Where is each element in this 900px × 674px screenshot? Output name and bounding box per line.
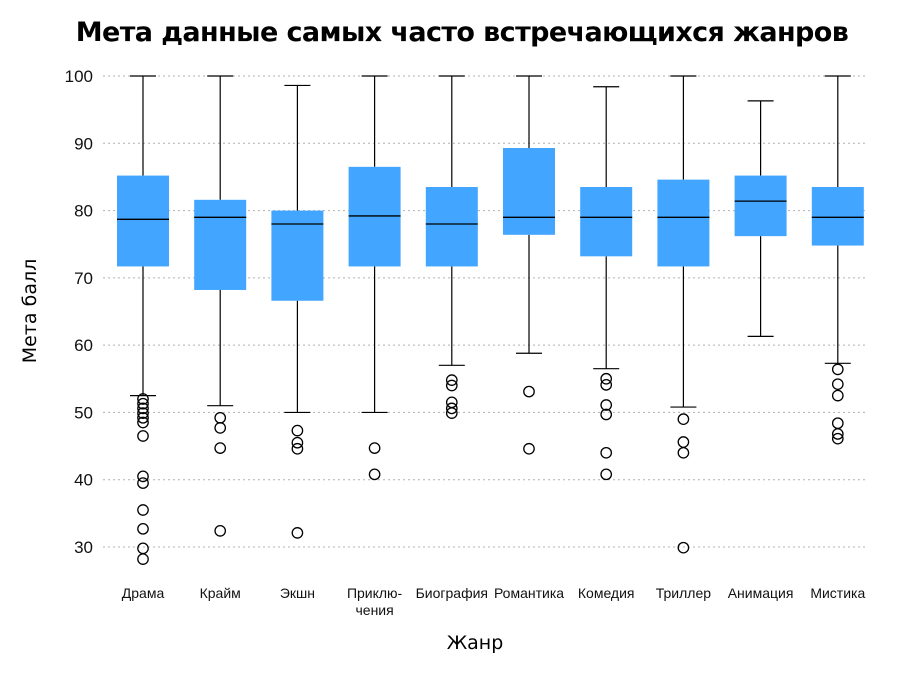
x-tick-label: Биография — [416, 585, 488, 601]
y-tick-label: 90 — [74, 134, 93, 153]
iqr-box — [734, 175, 787, 237]
outlier-point — [445, 374, 458, 386]
outlier-point — [291, 424, 304, 437]
y-tick-label: 100 — [65, 67, 93, 86]
outlier-point — [523, 442, 535, 455]
box-group — [425, 75, 478, 419]
outlier-point — [677, 436, 690, 448]
x-axis-label: Жанр — [447, 632, 504, 654]
outlier-point — [600, 468, 613, 481]
outlier-point — [137, 430, 149, 442]
box-group — [271, 84, 324, 539]
box-group — [734, 100, 787, 337]
box-group — [580, 86, 633, 481]
outlier-point — [368, 468, 381, 481]
x-tick-label: Приклю- — [347, 585, 403, 601]
outlier-point — [523, 385, 535, 398]
outlier-point — [137, 542, 149, 555]
boxes — [117, 75, 864, 565]
outlier-point — [137, 393, 149, 405]
y-axis-ticks: 30 40 50 60 70 80 90 100 — [65, 67, 93, 557]
outlier-point — [291, 442, 304, 455]
x-tick-label: чения — [355, 602, 393, 618]
x-tick-label: Драма — [122, 585, 165, 601]
x-axis-ticks: Драма Крайм Экшн Приклю-чения Биография Роман… — [122, 585, 866, 618]
outlier-point — [677, 541, 690, 554]
outlier-point — [600, 378, 613, 391]
iqr-box — [117, 175, 169, 267]
box-group — [503, 75, 555, 455]
box-group — [117, 75, 169, 565]
outlier-point — [137, 397, 149, 410]
outlier-point — [214, 411, 227, 424]
outlier-point — [831, 432, 844, 445]
outlier-point — [137, 407, 149, 419]
y-tick-label: 80 — [74, 202, 93, 221]
outlier-point — [831, 389, 844, 402]
outlier-point — [600, 399, 613, 411]
outlier-point — [137, 402, 149, 415]
outlier-point — [600, 446, 613, 459]
outlier-point — [677, 446, 690, 459]
box-group — [348, 75, 401, 481]
iqr-box — [425, 187, 478, 267]
outlier-point — [445, 402, 458, 415]
outlier-point — [445, 396, 458, 409]
iqr-box — [348, 166, 401, 267]
outlier-point — [831, 363, 844, 376]
iqr-box — [657, 179, 710, 267]
outlier-point — [600, 372, 613, 385]
y-tick-label: 50 — [74, 403, 93, 422]
outlier-point — [137, 470, 149, 483]
outlier-point — [831, 428, 844, 440]
outlier-point — [137, 416, 149, 429]
outlier-point — [137, 553, 149, 565]
x-tick-label: Триллер — [656, 585, 711, 601]
outlier-point — [600, 408, 613, 421]
iqr-box — [580, 187, 633, 257]
iqr-box — [503, 147, 555, 235]
iqr-box — [811, 187, 864, 246]
iqr-box — [194, 199, 247, 290]
x-tick-label: Мистика — [810, 585, 865, 601]
y-tick-label: 40 — [74, 471, 93, 490]
box-group — [657, 75, 710, 554]
outlier-point — [214, 422, 227, 434]
outlier-point — [445, 407, 458, 419]
y-axis-label: Мета балл — [19, 259, 41, 363]
x-tick-label: Романтика — [494, 585, 564, 601]
x-tick-label: Крайм — [200, 585, 241, 601]
outlier-point — [445, 379, 458, 392]
iqr-box — [271, 210, 324, 301]
y-tick-label: 30 — [74, 538, 93, 557]
y-tick-label: 60 — [74, 336, 93, 355]
outlier-point — [137, 522, 149, 535]
outlier-point — [137, 504, 149, 516]
x-tick-label: Экшн — [280, 585, 315, 601]
outlier-point — [214, 525, 227, 537]
box-group — [811, 75, 864, 445]
outlier-point — [677, 413, 690, 426]
outlier-point — [291, 527, 304, 539]
outlier-point — [137, 477, 149, 489]
box-group — [194, 75, 247, 537]
outlier-point — [214, 442, 227, 454]
outlier-point — [831, 378, 844, 391]
outlier-point — [368, 442, 381, 454]
grid-lines — [103, 75, 866, 548]
y-tick-label: 70 — [74, 269, 93, 288]
x-tick-label: Анимация — [728, 585, 794, 601]
outlier-point — [137, 411, 149, 424]
outlier-point — [831, 417, 844, 430]
outlier-point — [291, 436, 304, 449]
chart-title: Мета данные самых часто встречающихся жа… — [76, 17, 848, 48]
x-tick-label: Комедия — [578, 585, 635, 601]
